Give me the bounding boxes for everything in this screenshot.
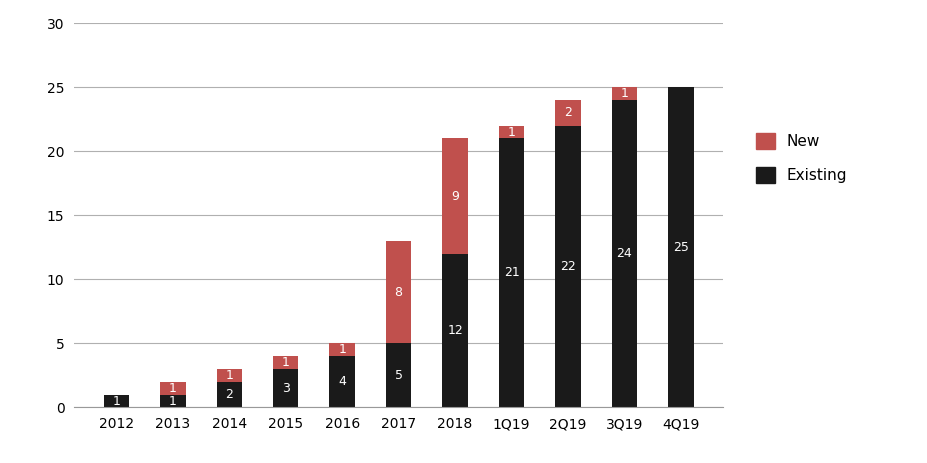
Bar (442, 138, 468, 254)
Bar (104, 394, 129, 407)
Text: 4: 4 (338, 375, 346, 388)
Bar (273, 369, 298, 407)
Bar (160, 382, 185, 394)
Text: 1: 1 (620, 87, 629, 100)
Bar (329, 356, 355, 407)
Bar (555, 100, 580, 125)
Bar (499, 138, 524, 407)
Bar (386, 344, 412, 407)
Text: 2: 2 (225, 388, 234, 401)
Bar (386, 241, 412, 344)
Text: 3: 3 (282, 382, 289, 395)
Text: 25: 25 (673, 241, 689, 254)
Bar (217, 369, 242, 382)
Bar (160, 394, 185, 407)
Bar (499, 125, 524, 138)
Bar (612, 87, 637, 100)
Text: 5: 5 (395, 369, 402, 382)
Bar (442, 254, 468, 407)
Text: 2: 2 (564, 106, 572, 119)
Text: 1: 1 (338, 343, 346, 357)
Legend: New, Existing: New, Existing (750, 127, 854, 189)
Text: 22: 22 (560, 260, 576, 273)
Bar (612, 100, 637, 407)
Text: 8: 8 (395, 286, 402, 299)
Text: 1: 1 (169, 394, 177, 407)
Bar (555, 125, 580, 407)
Bar (329, 344, 355, 356)
Bar (273, 356, 298, 369)
Text: 9: 9 (451, 189, 459, 203)
Text: 1: 1 (508, 125, 515, 138)
Text: 1: 1 (112, 394, 121, 407)
Bar (217, 382, 242, 407)
Text: 21: 21 (503, 266, 519, 280)
Text: 1: 1 (282, 356, 289, 369)
Bar (668, 87, 693, 407)
Text: 1: 1 (169, 382, 177, 395)
Text: 1: 1 (225, 369, 234, 382)
Text: 24: 24 (616, 247, 632, 260)
Text: 12: 12 (447, 324, 463, 337)
